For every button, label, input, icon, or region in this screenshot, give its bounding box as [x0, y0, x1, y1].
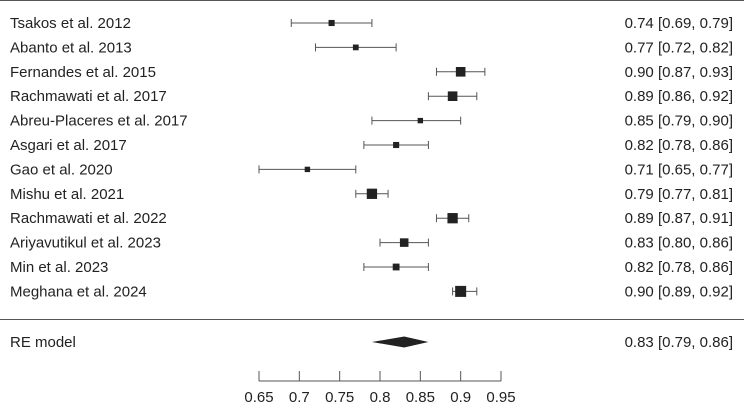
ci-text: 0.79 [0.77, 0.81] — [625, 186, 733, 203]
point-estimate-marker — [399, 238, 409, 247]
point-estimate-marker — [455, 67, 466, 77]
x-tick-label: 0.65 — [244, 389, 273, 406]
x-tick-label: 0.85 — [406, 389, 435, 406]
study-label: Rachmawati et al. 2017 — [10, 88, 167, 105]
study-label: Abreu-Placeres et al. 2017 — [10, 113, 188, 130]
study-row: Tsakos et al. 2012 0.74 [0.69, 0.79] — [10, 15, 733, 32]
summary-ci-text: 0.83 [0.79, 0.86] — [625, 334, 733, 351]
point-estimate-marker — [304, 166, 311, 173]
study-row: Abreu-Placeres et al. 2017 0.85 [0.79, 0.… — [10, 113, 733, 130]
point-estimate-marker — [417, 117, 424, 124]
study-label: Rachmawati et al. 2022 — [10, 210, 167, 227]
point-estimate-marker — [447, 213, 458, 224]
study-label: Abanto et al. 2013 — [10, 39, 132, 56]
summary-row: RE model 0.83 [0.79, 0.86] — [10, 334, 733, 351]
summary-label: RE model — [10, 334, 76, 351]
summary-diamond — [371, 336, 429, 348]
study-row: Fernandes et al. 2015 0.90 [0.87, 0.93] — [10, 64, 733, 81]
study-row: Rachmawati et al. 2017 0.89 [0.86, 0.92] — [10, 88, 733, 105]
x-axis: 0.65 0.7 0.75 0.8 0.85 0.9 0.95 — [244, 371, 516, 406]
study-row: Meghana et al. 2024 0.90 [0.89, 0.92] — [10, 283, 733, 300]
study-label: Meghana et al. 2024 — [10, 283, 147, 300]
x-tick-label: 0.8 — [370, 389, 391, 406]
ci-text: 0.74 [0.69, 0.79] — [625, 15, 733, 32]
ci-text: 0.89 [0.87, 0.91] — [625, 210, 733, 227]
point-estimate-marker — [328, 19, 335, 27]
study-row: Gao et al. 2020 0.71 [0.65, 0.77] — [10, 161, 733, 178]
point-estimate-marker — [455, 285, 467, 297]
study-row: Rachmawati et al. 2022 0.89 [0.87, 0.91] — [10, 210, 733, 227]
x-tick-label: 0.95 — [486, 389, 515, 406]
x-tick-label: 0.75 — [325, 389, 354, 406]
study-row: Ariyavutikul et al. 2023 0.83 [0.80, 0.86… — [10, 235, 733, 252]
point-estimate-marker — [352, 44, 359, 51]
ci-text: 0.85 [0.79, 0.90] — [625, 113, 733, 130]
ci-text: 0.90 [0.89, 0.92] — [625, 283, 733, 300]
study-label: Ariyavutikul et al. 2023 — [10, 235, 161, 252]
study-row: Asgari et al. 2017 0.82 [0.78, 0.86] — [10, 137, 733, 154]
ci-text: 0.82 [0.78, 0.86] — [625, 137, 733, 154]
study-label: Mishu et al. 2021 — [10, 186, 124, 203]
ci-text: 0.83 [0.80, 0.86] — [625, 235, 733, 252]
ci-text: 0.71 [0.65, 0.77] — [625, 161, 733, 178]
ci-text: 0.82 [0.78, 0.86] — [625, 259, 733, 276]
study-label: Fernandes et al. 2015 — [10, 64, 156, 81]
study-label: Gao et al. 2020 — [10, 161, 113, 178]
ci-text: 0.90 [0.87, 0.93] — [625, 64, 733, 81]
point-estimate-marker — [366, 188, 378, 199]
study-rows: Tsakos et al. 2012 0.74 [0.69, 0.79] Abant… — [10, 15, 733, 300]
ci-text: 0.89 [0.86, 0.92] — [625, 88, 733, 105]
x-tick-label: 0.7 — [289, 389, 310, 406]
study-label: Min et al. 2023 — [10, 259, 108, 276]
study-row: Min et al. 2023 0.82 [0.78, 0.86] — [10, 259, 733, 276]
point-estimate-marker — [392, 263, 400, 271]
study-label: Asgari et al. 2017 — [10, 137, 127, 154]
study-row: Abanto et al. 2013 0.77 [0.72, 0.82] — [10, 39, 733, 56]
study-row: Mishu et al. 2021 0.79 [0.77, 0.81] — [10, 186, 733, 203]
x-tick-label: 0.9 — [450, 389, 471, 406]
ci-text: 0.77 [0.72, 0.82] — [625, 39, 733, 56]
point-estimate-marker — [393, 141, 400, 149]
study-label: Tsakos et al. 2012 — [10, 15, 131, 32]
point-estimate-marker — [447, 91, 458, 101]
